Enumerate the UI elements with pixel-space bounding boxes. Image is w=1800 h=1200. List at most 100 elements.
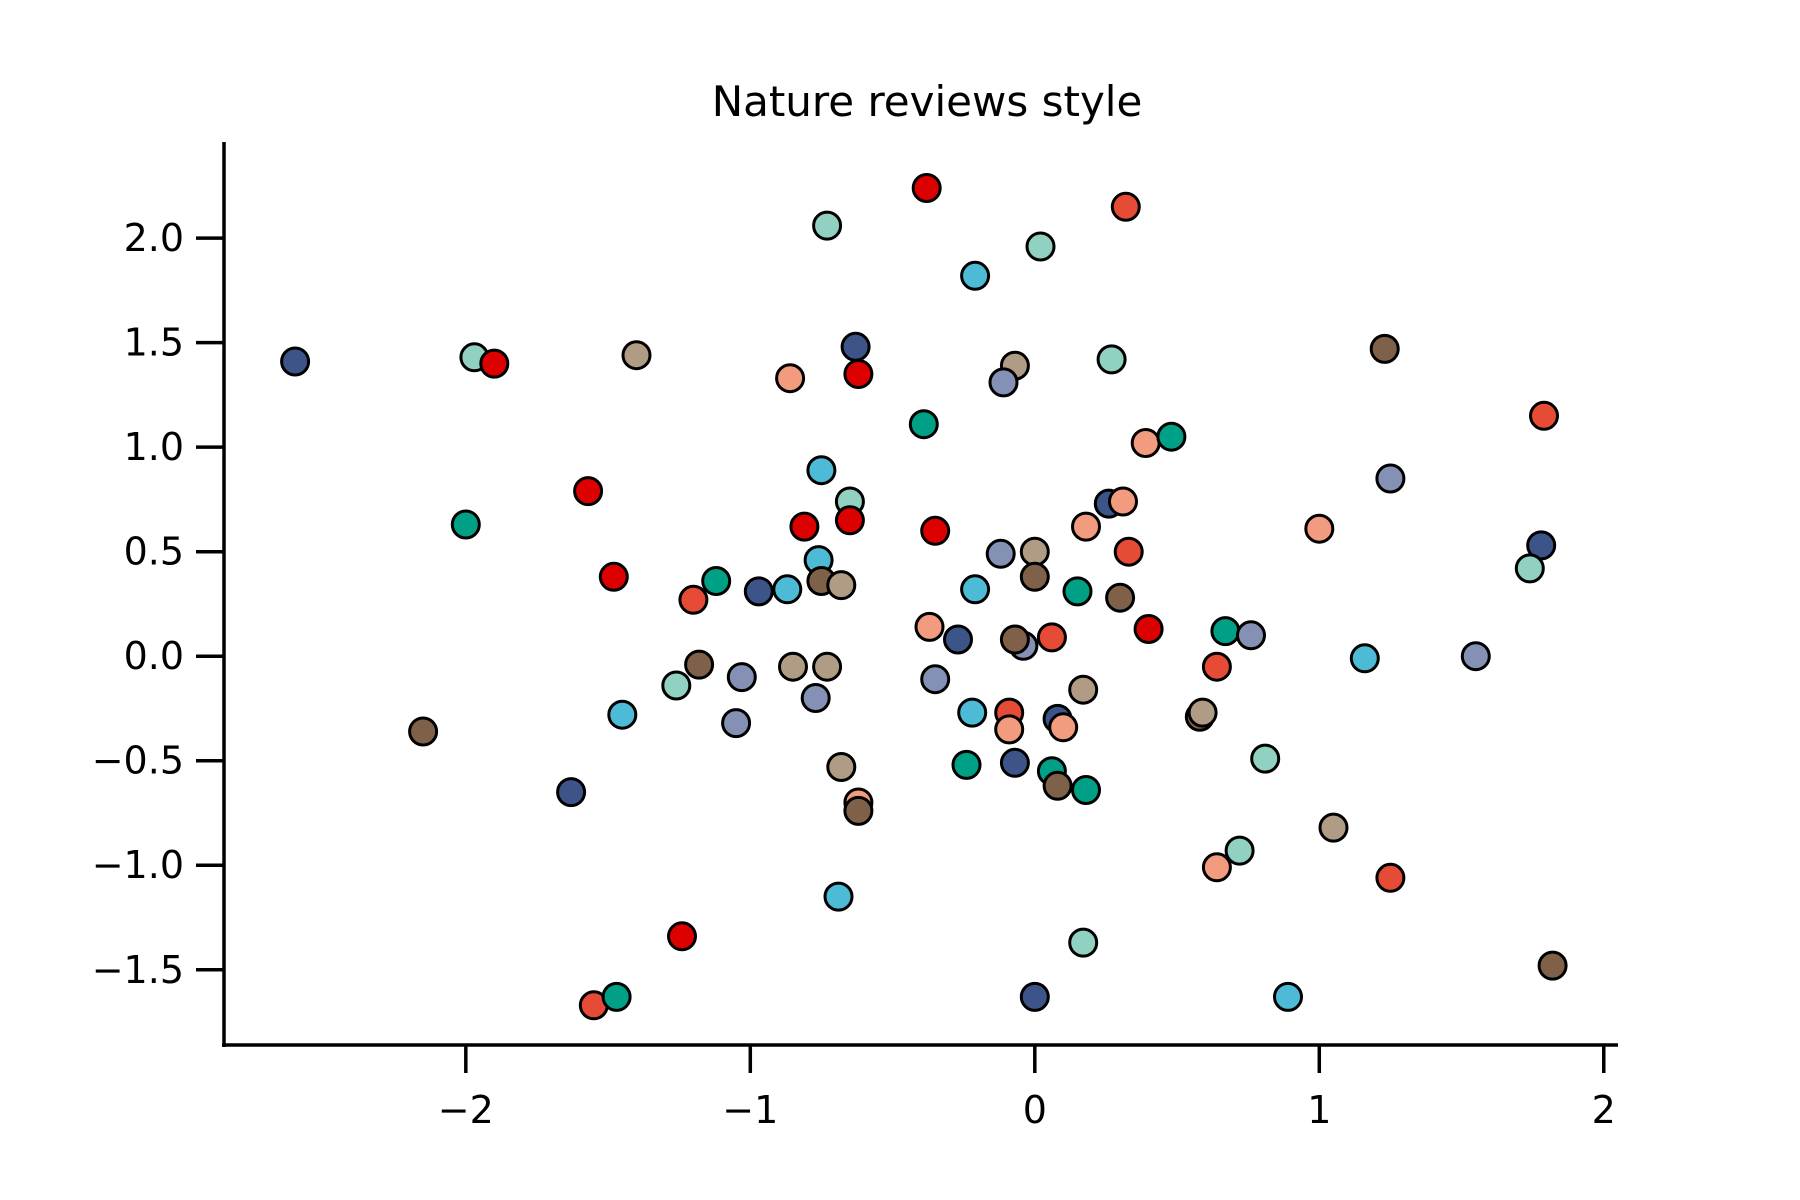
data-point <box>1460 641 1491 672</box>
data-point <box>806 455 837 486</box>
y-tick-label: 1.0 <box>124 425 184 469</box>
data-point <box>999 747 1030 778</box>
data-point <box>408 716 439 747</box>
data-point <box>1019 536 1050 567</box>
data-point <box>994 714 1025 745</box>
data-point <box>911 173 942 203</box>
data-point <box>920 515 951 546</box>
data-point <box>1048 712 1079 743</box>
data-point <box>1071 775 1101 805</box>
data-point <box>1349 643 1380 674</box>
data-point <box>951 749 982 780</box>
data-point <box>1201 651 1232 682</box>
data-point <box>826 752 857 782</box>
data-point <box>985 538 1016 569</box>
data-point <box>1250 743 1281 774</box>
data-point <box>1236 620 1266 651</box>
data-point <box>914 611 945 642</box>
data-point <box>960 260 991 291</box>
data-point <box>598 561 629 592</box>
y-tick-label: 0.0 <box>124 634 184 678</box>
data-point <box>800 683 831 713</box>
data-point <box>280 346 311 377</box>
x-tick-label: 2 <box>1592 1088 1616 1132</box>
y-ticks: −1.5 −1.0 −0.5 0.0 0.5 1.0 1.5 2.0 <box>92 216 223 992</box>
data-point <box>607 699 638 730</box>
data-point <box>1133 614 1164 644</box>
data-point <box>1375 463 1406 494</box>
data-point <box>988 367 1019 398</box>
data-point <box>1036 622 1067 653</box>
data-point <box>1110 191 1141 222</box>
data-point <box>826 570 857 601</box>
data-point <box>684 649 715 680</box>
data-point <box>772 574 803 605</box>
x-tick-label: −2 <box>438 1088 494 1132</box>
data-point <box>1537 950 1568 981</box>
data-point <box>812 210 843 241</box>
y-tick-label: 0.5 <box>124 530 184 574</box>
data-point <box>957 697 988 728</box>
data-point <box>908 409 939 440</box>
data-point <box>1201 852 1232 883</box>
data-point <box>1375 862 1406 893</box>
data-point <box>1019 561 1050 592</box>
data-point <box>843 359 874 389</box>
data-point <box>479 348 510 379</box>
data-point <box>789 511 820 542</box>
data-point <box>840 331 871 362</box>
x-ticks: −2 −1 0 1 2 <box>438 1046 1616 1132</box>
x-tick-label: 1 <box>1307 1088 1331 1132</box>
data-point <box>678 584 709 615</box>
data-point <box>812 651 843 682</box>
y-tick-label: 2.0 <box>124 216 184 260</box>
data-point <box>1273 981 1303 1012</box>
data-point <box>661 670 692 701</box>
data-point <box>823 881 854 912</box>
data-point <box>1304 513 1335 544</box>
data-point <box>1108 486 1138 517</box>
data-points <box>280 173 1568 1021</box>
x-tick-label: −1 <box>722 1088 778 1132</box>
data-point <box>1369 333 1400 364</box>
data-point <box>1096 344 1127 375</box>
data-point <box>601 981 632 1012</box>
y-tick-label: −1.5 <box>92 948 184 992</box>
data-point <box>999 624 1030 655</box>
data-point <box>775 363 806 394</box>
y-tick-label: 1.5 <box>124 321 184 365</box>
data-point <box>1105 582 1136 613</box>
data-point <box>721 708 752 739</box>
data-point <box>1156 421 1187 452</box>
y-tick-label: −0.5 <box>92 739 184 783</box>
data-point <box>621 340 652 371</box>
x-tick-label: 0 <box>1023 1088 1047 1132</box>
data-point <box>1068 674 1099 705</box>
data-point <box>1514 553 1545 584</box>
data-point <box>701 566 732 596</box>
data-point <box>960 574 991 605</box>
data-point <box>920 664 951 695</box>
data-point <box>943 624 973 655</box>
axes <box>222 142 1618 1047</box>
chart-title: Nature reviews style <box>712 77 1143 126</box>
data-point <box>843 795 874 826</box>
data-point <box>1071 511 1101 542</box>
data-point <box>1224 835 1255 866</box>
data-point <box>1042 770 1073 801</box>
data-point <box>1130 428 1161 458</box>
data-point <box>1019 981 1050 1012</box>
data-point <box>573 476 604 507</box>
data-point <box>834 505 865 536</box>
data-point <box>778 651 808 682</box>
data-point <box>1529 400 1559 431</box>
data-point <box>1187 697 1218 728</box>
data-point <box>1025 231 1056 262</box>
data-point <box>450 509 481 540</box>
data-point <box>726 662 757 693</box>
data-point <box>743 576 774 607</box>
y-tick-label: −1.0 <box>92 843 184 887</box>
data-point <box>556 777 587 808</box>
data-point <box>1210 616 1241 647</box>
data-point <box>1318 812 1349 843</box>
